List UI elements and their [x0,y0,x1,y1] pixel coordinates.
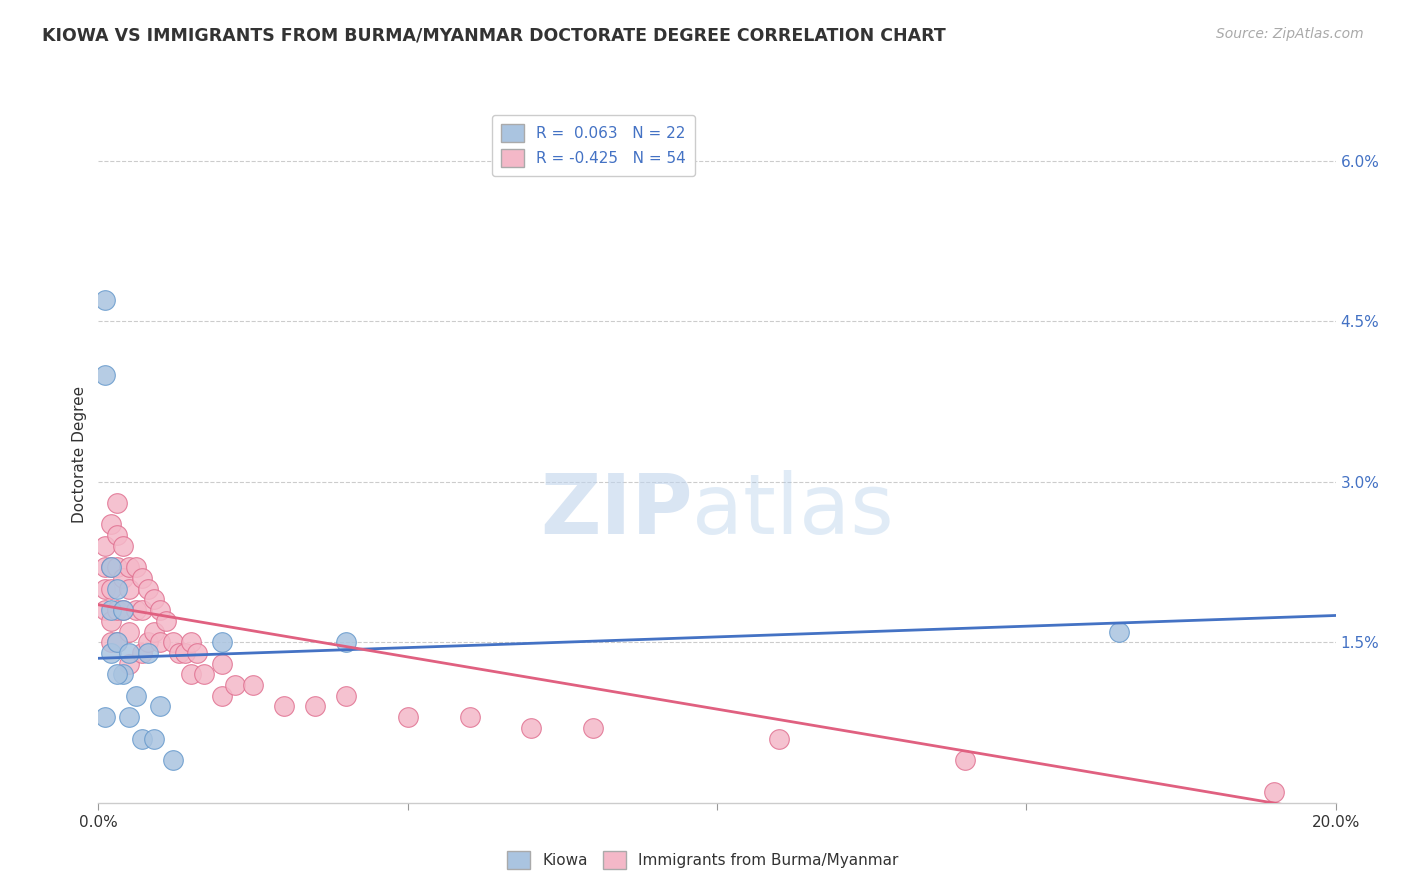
Point [93,582,115,596]
Point [105,582,128,596]
Point [224,678,246,692]
Point [242,678,264,692]
Point [149,603,172,617]
Point [136,582,159,596]
Point [131,731,153,746]
Point [335,635,357,649]
Point [211,635,233,649]
Point [180,635,202,649]
Point [211,657,233,671]
Text: atlas: atlas [692,470,894,551]
Point [112,571,135,585]
Point [396,710,419,724]
Point [118,624,141,639]
Point [118,657,141,671]
Legend: Kiowa, Immigrants from Burma/Myanmar: Kiowa, Immigrants from Burma/Myanmar [501,845,905,875]
Point [105,635,128,649]
Point [193,667,215,681]
Point [118,582,141,596]
Point [93,368,115,382]
Point [100,560,122,574]
Point [520,721,543,735]
Text: ZIP: ZIP [540,470,692,551]
Y-axis label: Doctorate Degree: Doctorate Degree [72,386,87,524]
Point [131,571,153,585]
Point [105,560,128,574]
Point [149,635,172,649]
Point [162,635,184,649]
Point [100,560,122,574]
Point [100,603,122,617]
Point [458,710,481,724]
Point [211,689,233,703]
Point [118,710,141,724]
Point [155,614,177,628]
Point [100,517,122,532]
Legend: R =  0.063   N = 22, R = -0.425   N = 54: R = 0.063 N = 22, R = -0.425 N = 54 [492,115,695,177]
Point [768,731,790,746]
Point [131,646,153,660]
Point [105,496,128,510]
Point [93,293,115,307]
Text: Source: ZipAtlas.com: Source: ZipAtlas.com [1216,27,1364,41]
Point [105,667,128,681]
Point [118,560,141,574]
Point [100,635,122,649]
Point [1263,785,1285,799]
Point [112,603,135,617]
Point [93,710,115,724]
Point [136,635,159,649]
Point [124,603,146,617]
Point [118,646,141,660]
Point [167,646,190,660]
Point [174,646,197,660]
Point [105,635,128,649]
Point [143,592,166,607]
Point [582,721,605,735]
Text: KIOWA VS IMMIGRANTS FROM BURMA/MYANMAR DOCTORATE DEGREE CORRELATION CHART: KIOWA VS IMMIGRANTS FROM BURMA/MYANMAR D… [42,27,946,45]
Point [273,699,295,714]
Point [162,753,184,767]
Point [1108,624,1130,639]
Point [131,603,153,617]
Point [100,582,122,596]
Point [112,539,135,553]
Point [124,689,146,703]
Point [105,528,128,542]
Point [143,624,166,639]
Point [93,603,115,617]
Point [136,646,159,660]
Point [180,667,202,681]
Point [304,699,326,714]
Point [143,731,166,746]
Point [335,689,357,703]
Point [105,603,128,617]
Point [100,646,122,660]
Point [953,753,976,767]
Point [149,699,172,714]
Point [112,667,135,681]
Point [186,646,208,660]
Point [93,539,115,553]
Point [112,603,135,617]
Point [93,560,115,574]
Point [124,560,146,574]
Point [100,614,122,628]
